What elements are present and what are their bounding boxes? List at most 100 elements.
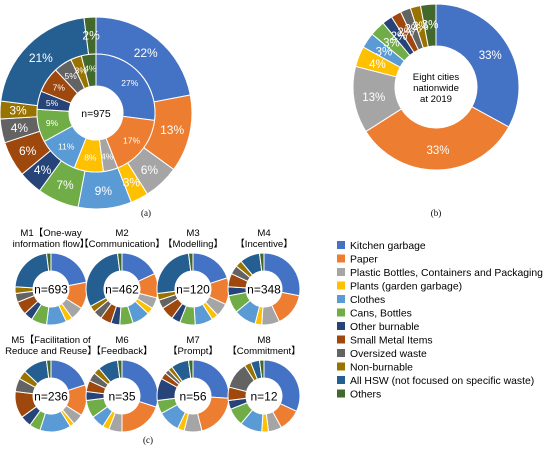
legend-swatch-8 (337, 349, 345, 357)
legend: Kitchen garbage Paper Plastic Bottles, Con… (337, 241, 543, 401)
c-chart-7: n=12 M8【Commitment】 (227, 335, 301, 433)
c-chart-1: n=462 M2【Communication】 (79, 228, 165, 326)
a-outer-label-3: 3% (123, 176, 141, 190)
a-outer-label-8: 4% (11, 121, 29, 135)
legend-swatch-4 (337, 295, 345, 303)
c3-title-0: M4 (257, 228, 271, 239)
a-outer-label-10: 21% (29, 51, 53, 65)
b-label-7: 2% (397, 27, 414, 39)
b-center-line-1: nationwide (413, 83, 459, 94)
panel-label-b: (b) (431, 208, 442, 218)
b-slice-0 (435, 3, 520, 128)
c2-title-0: M3 (186, 228, 199, 239)
a-inner-label-3: 8% (84, 153, 97, 163)
panel-label-a: (a) (141, 208, 151, 218)
legend-swatch-2 (337, 268, 345, 276)
a-outer-label-4: 9% (95, 184, 113, 198)
c5-title-0: M6 (115, 335, 128, 346)
a-outer-label-9: 3% (9, 104, 27, 118)
a-outer-label-0: 22% (134, 46, 158, 60)
a-outer-label-1: 13% (160, 123, 184, 137)
c7-title-0: M8 (257, 335, 270, 346)
a-inner-label-7: 7% (53, 83, 66, 93)
c4-title-0: M5【Facilitation of (11, 335, 91, 346)
a-inner-label-1: 17% (123, 136, 140, 146)
legend-label-2: Plastic Bottles, Containers and Packagin… (350, 268, 543, 279)
c-chart-5: n=35 M6【Feedback】 (85, 335, 159, 433)
c3-n: n=348 (247, 283, 281, 297)
c1-title-0: M2 (115, 228, 128, 239)
a-inner-label-2: 4% (101, 152, 114, 162)
a-outer-label-11: 2% (82, 28, 100, 42)
legend-label-7: Small Metal Items (350, 336, 433, 347)
legend-swatch-7 (337, 335, 345, 344)
c0-title-0: M1【One-way (20, 228, 82, 239)
b-center-line-2: at 2019 (420, 94, 452, 105)
legend-label-4: Clothes (350, 295, 385, 306)
b-slice-1 (365, 106, 510, 171)
c2-title-1: 【Modelling】 (163, 239, 223, 250)
b-label-6: 2% (391, 31, 408, 43)
c5-title-1: 【Feedback】 (91, 346, 152, 357)
a-inner-label-5: 9% (46, 118, 59, 128)
c0-title-1: information flow】 (13, 239, 90, 250)
c4-title-1: Reduce and Reuse】 (5, 346, 97, 357)
a-inner-label-8: 5% (65, 71, 78, 81)
a-center-text: n=975 (81, 108, 111, 120)
legend-label-11: Others (350, 390, 381, 401)
panel-label-c: (c) (143, 435, 153, 445)
legend-label-10: All HSW (not focused on specific waste) (350, 376, 534, 387)
c6-n: n=56 (179, 390, 206, 404)
c4-n: n=236 (34, 390, 68, 404)
chart-b: 33%33%13%4%3%3%2%2%2%2%3%Eight citiesnat… (352, 3, 520, 218)
a-inner-label-9: 3% (75, 66, 88, 76)
a-inner-label-4: 11% (58, 142, 75, 152)
b-slice-11 (419, 3, 437, 48)
b-label-3: 4% (369, 59, 386, 71)
c1-title-1: 【Communication】 (79, 239, 165, 250)
a-outer-label-5: 7% (56, 178, 74, 192)
c2-n: n=120 (176, 283, 210, 297)
c-chart-6: n=56 M7【Prompt】 (156, 335, 230, 433)
legend-swatch-5 (337, 308, 345, 317)
legend-swatch-1 (337, 254, 345, 263)
legend-label-6: Other burnable (350, 322, 420, 333)
a-outer-label-6: 4% (34, 163, 52, 177)
legend-label-0: Kitchen garbage (350, 241, 426, 252)
legend-swatch-10 (337, 376, 345, 384)
legend-label-3: Plants (garden garbage) (350, 282, 462, 293)
legend-swatch-0 (337, 241, 345, 249)
a-inner-label-11: 4% (84, 63, 97, 73)
a-inner-label-6: 5% (46, 98, 59, 108)
a-inner-label-0: 27% (121, 78, 138, 88)
legend-swatch-6 (337, 322, 345, 330)
legend-label-8: Oversized waste (350, 349, 427, 360)
c6-title-1: 【Prompt】 (168, 346, 218, 357)
legend-label-1: Paper (350, 255, 378, 266)
c3-title-1: 【Incentive】 (235, 239, 293, 250)
legend-swatch-9 (337, 362, 345, 371)
legend-label-9: Non-burnable (350, 363, 413, 374)
legend-swatch-3 (337, 281, 345, 290)
b-label-8: 2% (404, 23, 421, 35)
b-label-11: 3% (422, 19, 439, 31)
a-outer-label-2: 6% (141, 163, 159, 177)
b-center-line-0: Eight cities (413, 72, 460, 83)
a-outer-label-7: 6% (19, 144, 37, 158)
c-chart-2: n=120 M3【Modelling】 (156, 228, 230, 326)
b-label-5: 3% (383, 37, 400, 49)
c6-title-0: M7 (186, 335, 199, 346)
c7-title-1: 【Commitment】 (227, 346, 301, 357)
c-chart-3: n=348 M4【Incentive】 (227, 228, 301, 326)
c7-n: n=12 (250, 390, 277, 404)
b-label-4: 3% (376, 47, 393, 59)
c0-n: n=693 (34, 283, 68, 297)
c1-n: n=462 (105, 283, 139, 297)
c5-n: n=35 (108, 390, 135, 404)
b-label-2: 13% (362, 92, 385, 104)
chart-a: 22%13%6%3%9%7%4%6%4%3%21%2%27%17%4%8%11%… (0, 16, 193, 218)
